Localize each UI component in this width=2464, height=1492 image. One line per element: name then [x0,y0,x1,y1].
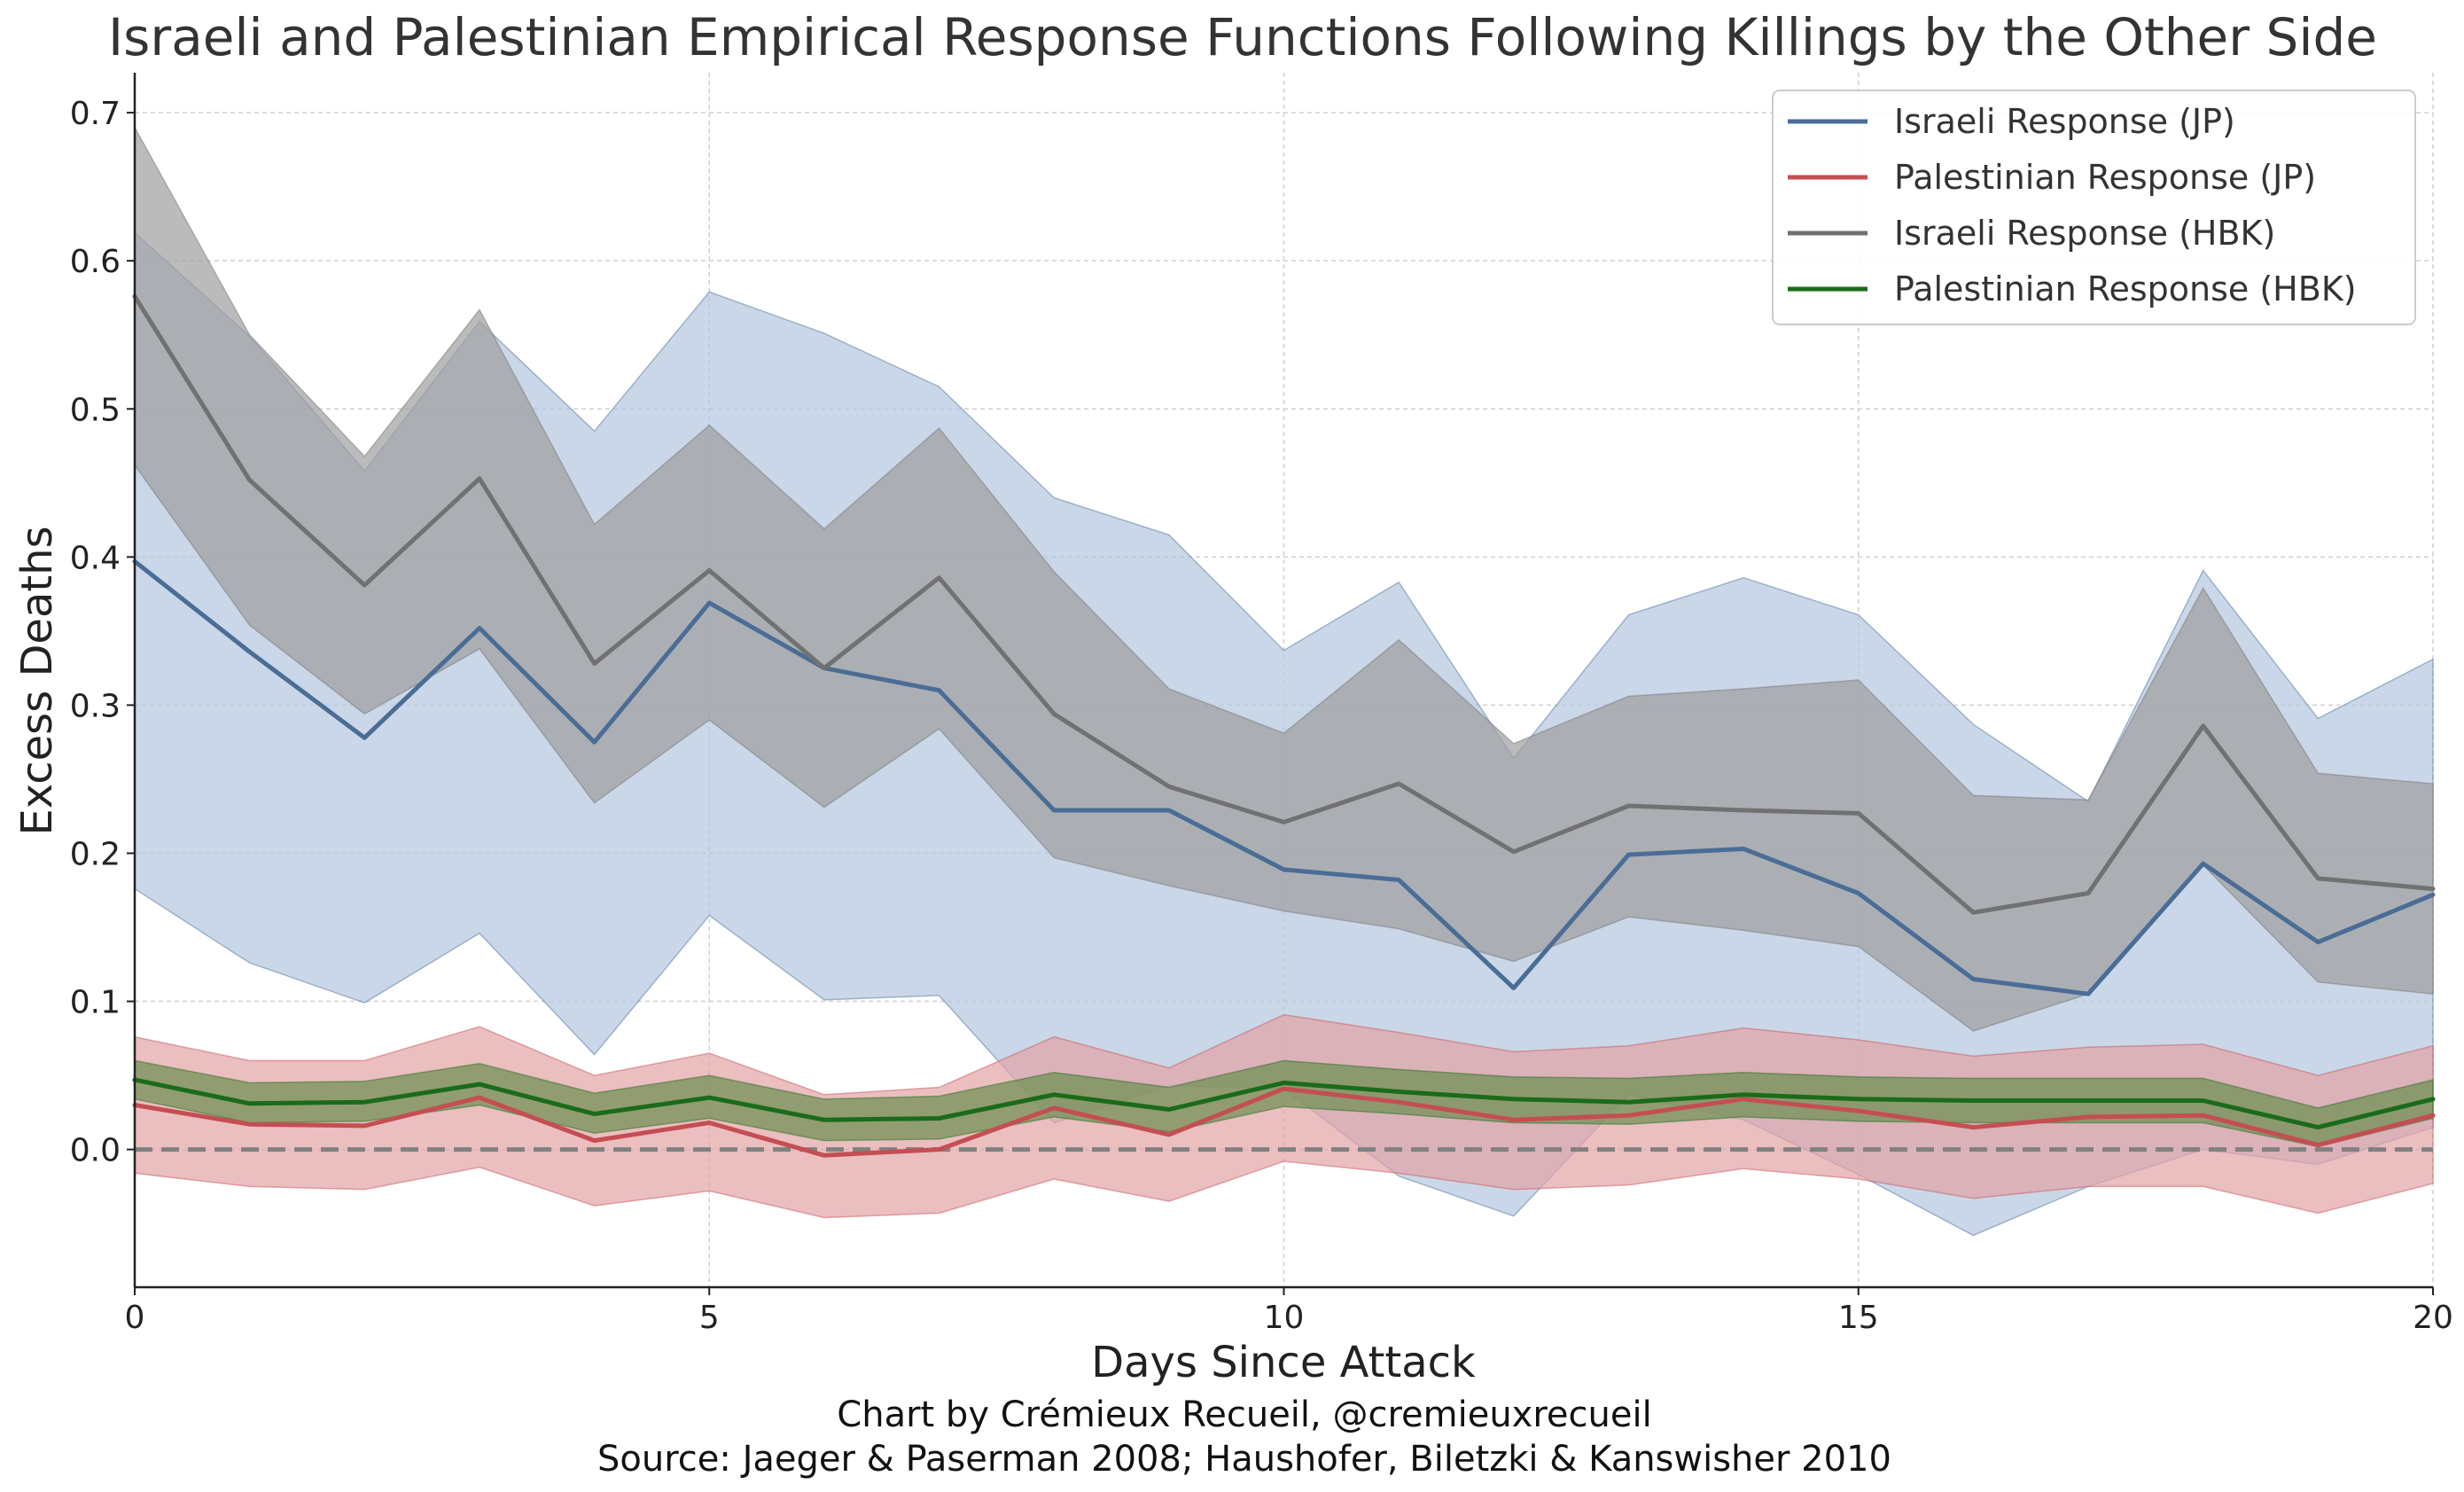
y-tick-label: 0.5 [70,392,121,428]
series-line [132,1086,2436,1158]
legend-label: Palestinian Response (JP) [1894,158,2316,197]
y-tick-label: 0.6 [70,244,121,280]
legend-label: Israeli Response (JP) [1894,102,2235,141]
legend-frame [1772,90,2416,325]
x-tick-label: 20 [2413,1300,2453,1336]
series-line [132,293,2436,915]
x-axis-label: Days Since Attack [1091,1338,1476,1387]
series-lines [132,293,2436,1158]
x-tick-label: 10 [1264,1300,1305,1336]
series-line [132,1077,2436,1130]
legend-label: Israeli Response (HBK) [1894,214,2275,253]
confidence-band [134,124,2434,1032]
legend: Israeli Response (JP) Palestinian Respons… [1772,90,2416,325]
x-tick-label: 0 [125,1300,145,1336]
confidence-bands [134,124,2434,1237]
y-tick-label: 0.3 [70,688,121,724]
y-axis-label: Excess Deaths [12,526,62,835]
series-line [132,559,2436,996]
y-tick-label: 0.4 [70,540,121,576]
x-tick-label: 5 [699,1300,720,1336]
confidence-band [134,1013,2434,1219]
ticks: 0 5 10 15 20 0.0 0.1 0.2 0.3 0.4 0.5 0.6 0.7 [70,96,2453,1336]
chart-title: Israeli and Palestinian Empirical Respon… [108,7,2377,67]
y-tick-label: 0.7 [70,96,121,132]
confidence-band [134,1059,2434,1148]
chart-credit: Chart by Crémieux Recueil, @cremieuxrecu… [837,1394,1651,1435]
x-tick-label: 15 [1838,1300,1879,1336]
y-tick-label: 0.1 [70,985,121,1021]
chart-source: Source: Jaeger & Paserman 2008; Haushofe… [597,1439,1891,1480]
y-tick-label: 0.0 [70,1133,121,1169]
y-tick-label: 0.2 [70,836,121,872]
legend-label: Palestinian Response (HBK) [1894,269,2357,309]
